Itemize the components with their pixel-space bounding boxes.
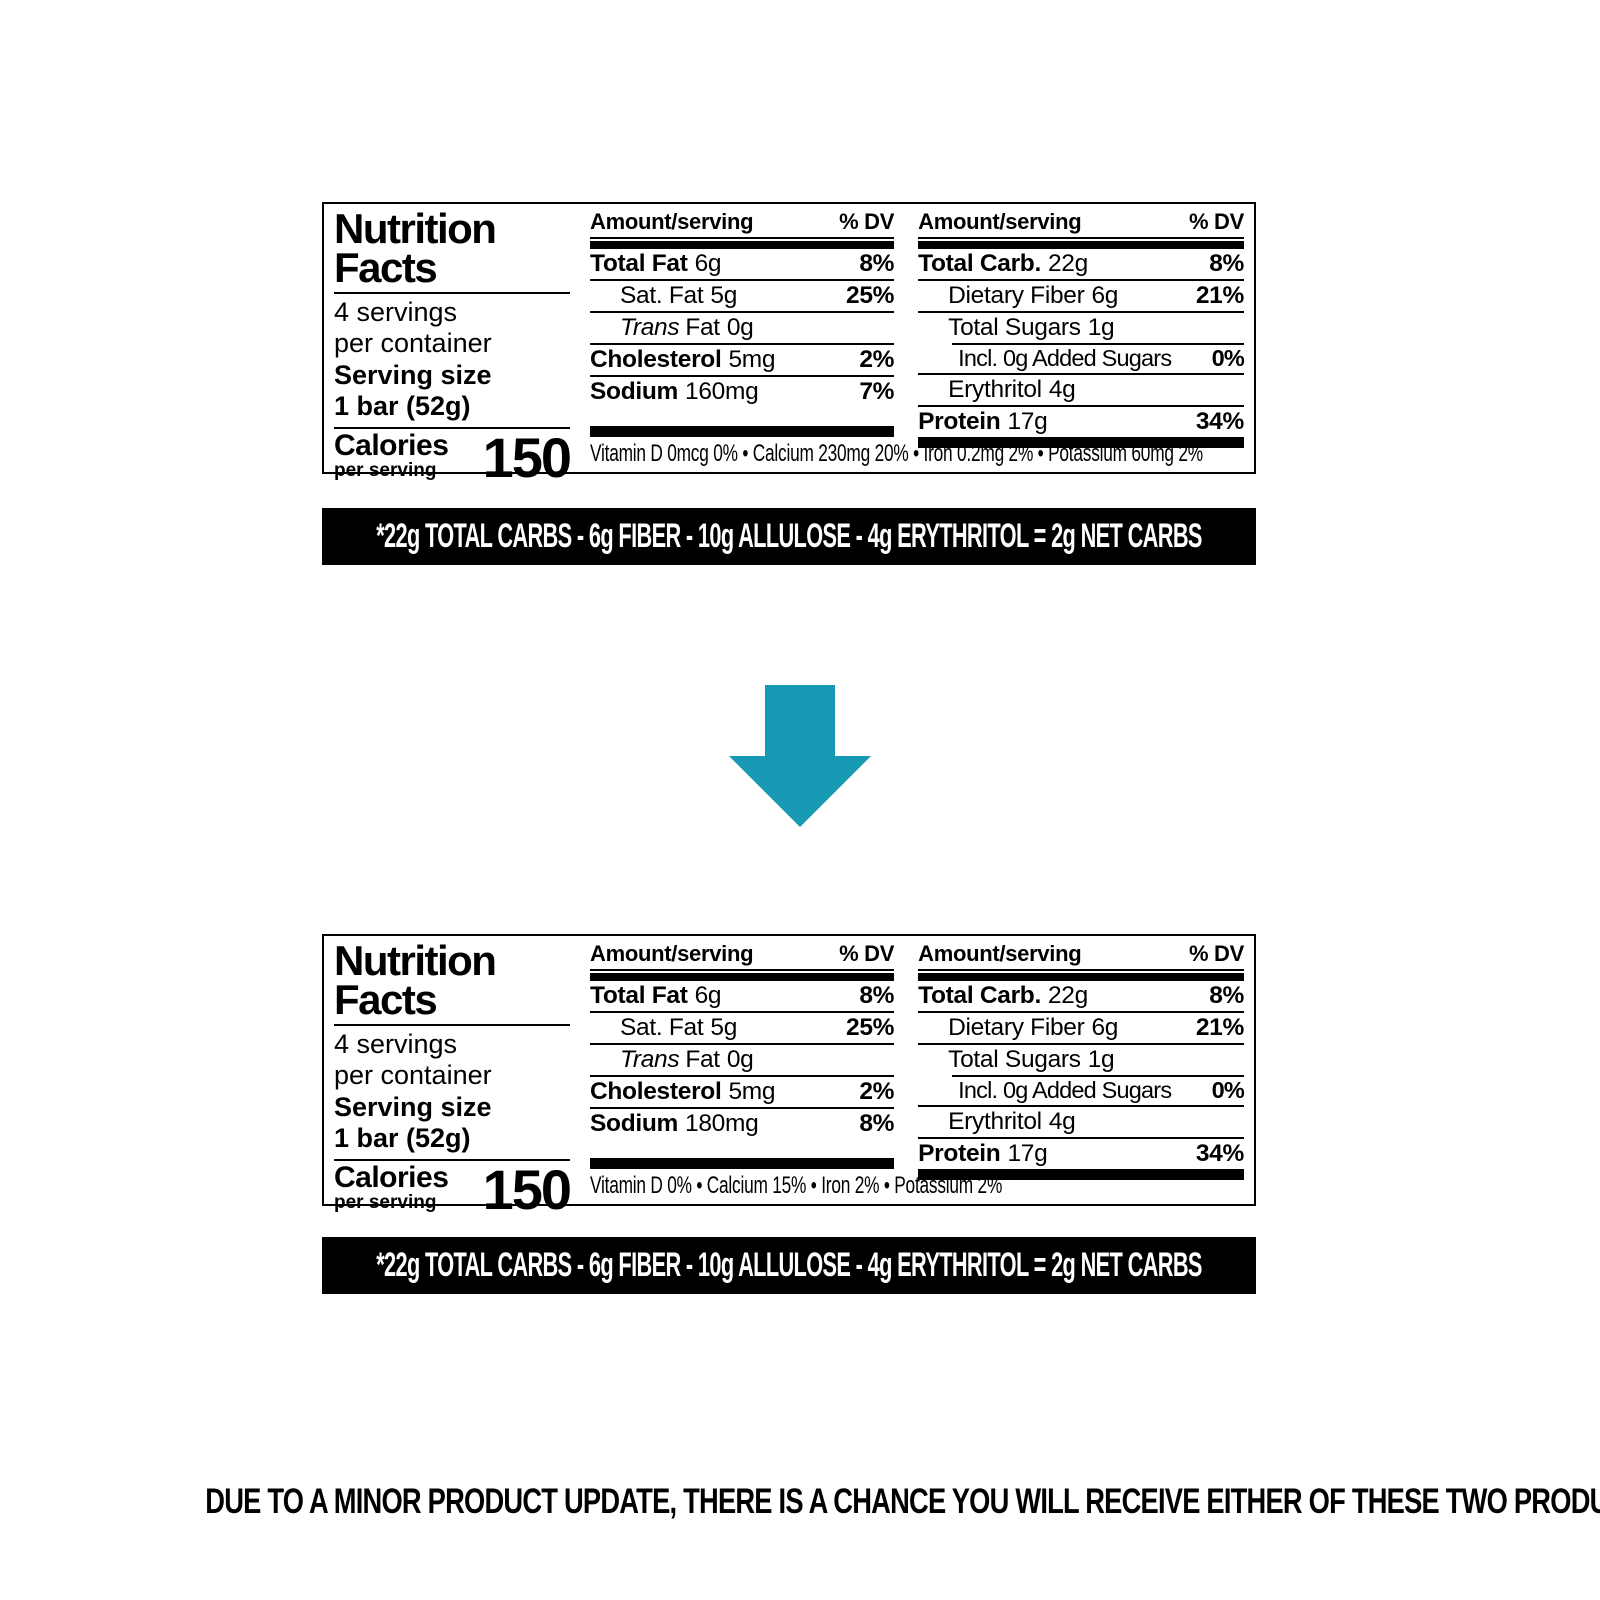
row-erythritol: Erythritol 4g	[918, 1107, 1244, 1139]
label-nutrient-section: Amount/serving % DV Total Fat 6g 8% Sat. F…	[590, 209, 1245, 468]
row-sat-fat: Sat. Fat 5g 25%	[590, 281, 894, 313]
amount-serving-header: Amount/serving	[918, 941, 1082, 966]
calories-sublabel: per serving	[334, 459, 437, 481]
rule	[334, 1159, 570, 1162]
nutrition-facts-title: Nutrition Facts	[334, 937, 570, 1024]
micronutrients-line: Vitamin D 0% • Calcium 15% • Iron 2% • P…	[590, 1172, 1003, 1199]
row-cholesterol: Cholesterol 5mg 2%	[590, 345, 894, 377]
row-total-carb: Total Carb. 22g 8%	[918, 981, 1244, 1013]
row-erythritol: Erythritol 4g	[918, 375, 1244, 407]
thick-bar	[590, 973, 895, 981]
row-added-sugars: Incl. 0g Added Sugars 0%	[918, 1075, 1245, 1107]
row-trans-fat: Trans Fat 0g	[590, 1045, 895, 1077]
label-nutrient-section: Amount/serving % DV Total Fat 6g 8% Sat. F…	[590, 941, 1245, 1200]
serving-size-value: 1 bar (52g)	[334, 1123, 471, 1154]
row-total-sugars: Total Sugars 1g	[918, 1045, 1244, 1077]
title-line2: Facts	[334, 244, 438, 292]
carb-column: Amount/serving % DV Total Carb. 22g 8% Die…	[918, 941, 1245, 1180]
title-line1: Nutrition	[334, 205, 497, 252]
net-carbs-banner-text: *22g TOTAL CARBS - 6g FIBER - 10g ALLULO…	[376, 1246, 1202, 1284]
amount-serving-header: Amount/serving	[590, 209, 754, 234]
serving-size-value: 1 bar (52g)	[334, 391, 471, 422]
rule	[334, 1024, 570, 1027]
net-carbs-banner-text: *22g TOTAL CARBS - 6g FIBER - 10g ALLULO…	[376, 517, 1202, 555]
nutrition-facts-title: Nutrition Facts	[334, 205, 570, 292]
servings-unit: per container	[334, 328, 492, 359]
micronutrients-line: Vitamin D 0mcg 0% • Calcium 230mg 20% • …	[590, 440, 1203, 467]
calories-sublabel: per serving	[334, 1191, 437, 1213]
disclaimer: DUE TO A MINOR PRODUCT UPDATE, THERE IS …	[0, 1482, 1600, 1522]
row-cholesterol: Cholesterol 5mg 2%	[590, 1077, 894, 1109]
thick-bar	[918, 1169, 1244, 1180]
column-header: Amount/serving % DV	[590, 209, 894, 239]
nutrition-facts-label-before: Nutrition Facts 4 servings per container…	[322, 202, 1256, 485]
disclaimer-text: DUE TO A MINOR PRODUCT UPDATE, THERE IS …	[205, 1482, 1600, 1521]
row-protein: Protein 17g 34%	[918, 1140, 1244, 1167]
thick-bar	[590, 241, 895, 249]
serving-size: Serving size 1 bar (52g)	[334, 1092, 570, 1155]
rule	[334, 427, 570, 430]
dv-header: % DV	[839, 209, 895, 234]
row-trans-fat: Trans Fat 0g	[590, 313, 895, 345]
net-carbs-banner-top: *22g TOTAL CARBS - 6g FIBER - 10g ALLULO…	[322, 508, 1256, 565]
thick-bar	[590, 426, 895, 437]
column-header: Amount/serving % DV	[918, 941, 1244, 971]
row-sat-fat: Sat. Fat 5g 25%	[590, 1013, 894, 1045]
nutrition-facts-label-after: Nutrition Facts 4 servings per container…	[322, 934, 1256, 1217]
row-total-fat: Total Fat 6g 8%	[590, 249, 894, 281]
servings-per-container: 4 servings per container	[334, 1029, 570, 1092]
rule	[334, 292, 570, 295]
title-line2: Facts	[334, 976, 438, 1024]
servings-unit: per container	[334, 1060, 492, 1091]
serving-size-label: Serving size	[334, 359, 492, 390]
column-header: Amount/serving % DV	[590, 941, 894, 971]
net-carbs-banner-bottom: *22g TOTAL CARBS - 6g FIBER - 10g ALLULO…	[322, 1237, 1256, 1294]
down-arrow-icon	[729, 685, 871, 827]
row-added-sugars: Incl. 0g Added Sugars 0%	[918, 343, 1245, 375]
thick-bar	[918, 437, 1244, 448]
amount-serving-header: Amount/serving	[918, 209, 1082, 234]
label-identity-column: Nutrition Facts 4 servings per container…	[334, 205, 572, 485]
label-identity-column: Nutrition Facts 4 servings per container…	[334, 937, 572, 1217]
dv-header: % DV	[1188, 941, 1244, 966]
calories: Calories per serving 150	[334, 1157, 572, 1221]
row-dietary-fiber: Dietary Fiber 6g 21%	[918, 281, 1244, 313]
title-line1: Nutrition	[334, 937, 497, 984]
servings-per-container: 4 servings per container	[334, 297, 570, 360]
serving-size-label: Serving size	[334, 1091, 492, 1122]
carb-column: Amount/serving % DV Total Carb. 22g 8% Die…	[918, 209, 1245, 448]
row-total-carb: Total Carb. 22g 8%	[918, 249, 1244, 281]
row-protein: Protein 17g 34%	[918, 408, 1244, 435]
calories: Calories per serving 150	[334, 425, 572, 489]
calories-label: Calories	[334, 1161, 449, 1195]
thick-bar	[918, 241, 1244, 249]
dv-header: % DV	[1188, 209, 1244, 234]
row-sodium: Sodium 160mg 7%	[590, 378, 895, 405]
serving-size: Serving size 1 bar (52g)	[334, 360, 570, 423]
dv-header: % DV	[839, 941, 895, 966]
fat-column: Amount/serving % DV Total Fat 6g 8% Sat. F…	[590, 209, 894, 437]
row-sodium: Sodium 180mg 8%	[590, 1110, 895, 1137]
column-header: Amount/serving % DV	[918, 209, 1244, 239]
servings-count: 4 servings	[334, 1029, 458, 1060]
calories-value: 150	[482, 1157, 572, 1221]
calories-label: Calories	[334, 429, 449, 463]
servings-count: 4 servings	[334, 297, 458, 328]
thick-bar	[918, 973, 1244, 981]
row-dietary-fiber: Dietary Fiber 6g 21%	[918, 1013, 1244, 1045]
row-total-sugars: Total Sugars 1g	[918, 313, 1244, 345]
row-total-fat: Total Fat 6g 8%	[590, 981, 894, 1013]
calories-value: 150	[482, 425, 572, 489]
amount-serving-header: Amount/serving	[590, 941, 754, 966]
fat-column: Amount/serving % DV Total Fat 6g 8% Sat. F…	[590, 941, 894, 1169]
thick-bar	[590, 1158, 895, 1169]
